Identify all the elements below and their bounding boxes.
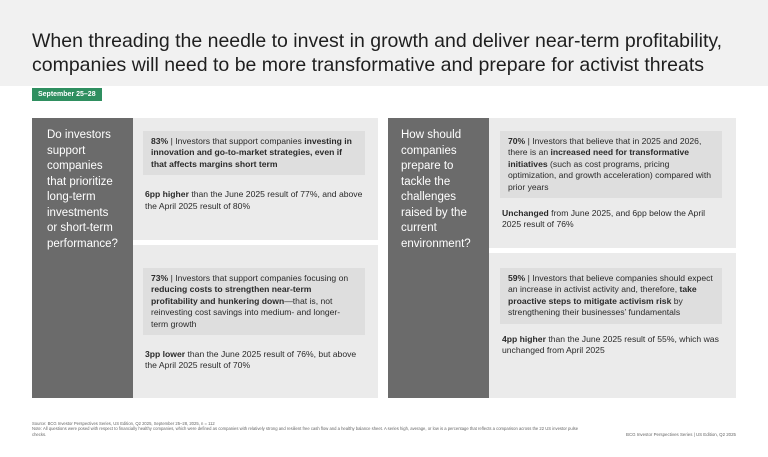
right-card-2-stat-bold: take proactive steps to mitigate activis… <box>508 284 697 306</box>
date-badge: September 25–28 <box>32 88 102 101</box>
right-card-2-stat-post: by strengthening their businesses’ funda… <box>508 295 683 318</box>
footer-note-line: Note: All questions were posed with resp… <box>32 426 579 437</box>
right-card-1-note: Unchanged from June 2025, and 6pp below … <box>500 208 722 231</box>
right-card-1-stat-post: (such as cost programs, pricing optimiza… <box>508 158 712 192</box>
left-card-1-note-rest: than the June 2025 result of 77%, and ab… <box>145 189 363 211</box>
page-title: When threading the needle to invest in g… <box>32 29 752 77</box>
right-card-1-stat-bold: increased need for transformative initia… <box>508 147 690 169</box>
left-card-2-note-rest: than the June 2025 result of 76%, but ab… <box>145 349 357 371</box>
right-card-2-pct: 59% <box>508 273 526 283</box>
left-card-2-stat-pre: | Investors that support companies focus… <box>168 273 349 283</box>
right-card-1-note-rest: from June 2025, and 6pp below the April … <box>502 208 706 230</box>
right-divider <box>489 248 736 253</box>
right-card-2-note: 4pp higher than the June 2025 result of … <box>500 334 722 357</box>
right-card-2-stat: 59% | Investors that believe companies s… <box>500 268 722 324</box>
right-card-2: 59% | Investors that believe companies s… <box>500 268 722 356</box>
left-card-1-stat-bold: investing in innovation and go-to-market… <box>151 136 352 169</box>
left-question: Do investors support companies that prio… <box>47 129 118 250</box>
left-card-1-note: 6pp higher than the June 2025 result of … <box>143 189 365 212</box>
title-line-1: When threading the needle to invest in g… <box>32 30 723 52</box>
left-card-1: 83% | Investors that support companies i… <box>143 131 365 212</box>
left-question-box: Do investors support companies that prio… <box>32 118 133 398</box>
left-card-2-note-bold: 3pp lower <box>145 349 186 360</box>
footer-source: Source: BCG Investor Perspectives Series… <box>32 421 592 437</box>
left-card-2: 73% | Investors that support companies f… <box>143 268 365 372</box>
left-card-1-stat: 83% | Investors that support companies i… <box>143 131 365 176</box>
right-card-2-note-rest: than the June 2025 result of 55%, which … <box>502 333 719 356</box>
right-question-box: How should companies prepare to tackle t… <box>388 118 489 398</box>
right-card-1-note-bold: Unchanged <box>502 208 549 219</box>
left-card-2-stat: 73% | Investors that support companies f… <box>143 268 365 336</box>
header-band <box>0 0 768 86</box>
left-card-1-note-bold: 6pp higher <box>145 189 189 200</box>
left-card-1-pct: 83% <box>151 136 169 146</box>
right-card-1-stat: 70% | Investors that believe that in 202… <box>500 131 722 199</box>
right-card-1-pct: 70% <box>508 136 526 146</box>
right-card-1: 70% | Investors that believe that in 202… <box>500 131 722 231</box>
right-card-1-stat-pre: | Investors that believe that in 2025 an… <box>508 136 702 158</box>
left-card-2-stat-bold: reducing costs to strengthen near-term p… <box>151 284 312 306</box>
left-divider <box>133 240 378 245</box>
right-question: How should companies prepare to tackle t… <box>401 129 471 250</box>
left-card-2-stat-post: —that is, not reinvesting cost savings i… <box>151 295 341 329</box>
left-card-2-pct: 73% <box>151 273 169 283</box>
right-card-2-stat-pre: | Investors that believe companies shoul… <box>508 273 713 295</box>
left-card-1-stat-pre: | Investors that support companies <box>168 136 305 146</box>
right-card-2-note-bold: 4pp higher <box>502 333 546 344</box>
footer-series-label: BCG Investor Perspectives Series | US Ed… <box>626 432 736 437</box>
title-line-2: companies will need to be more transform… <box>32 54 704 76</box>
footer-source-line: Source: BCG Investor Perspectives Series… <box>32 421 215 426</box>
left-card-2-note: 3pp lower than the June 2025 result of 7… <box>143 349 365 372</box>
